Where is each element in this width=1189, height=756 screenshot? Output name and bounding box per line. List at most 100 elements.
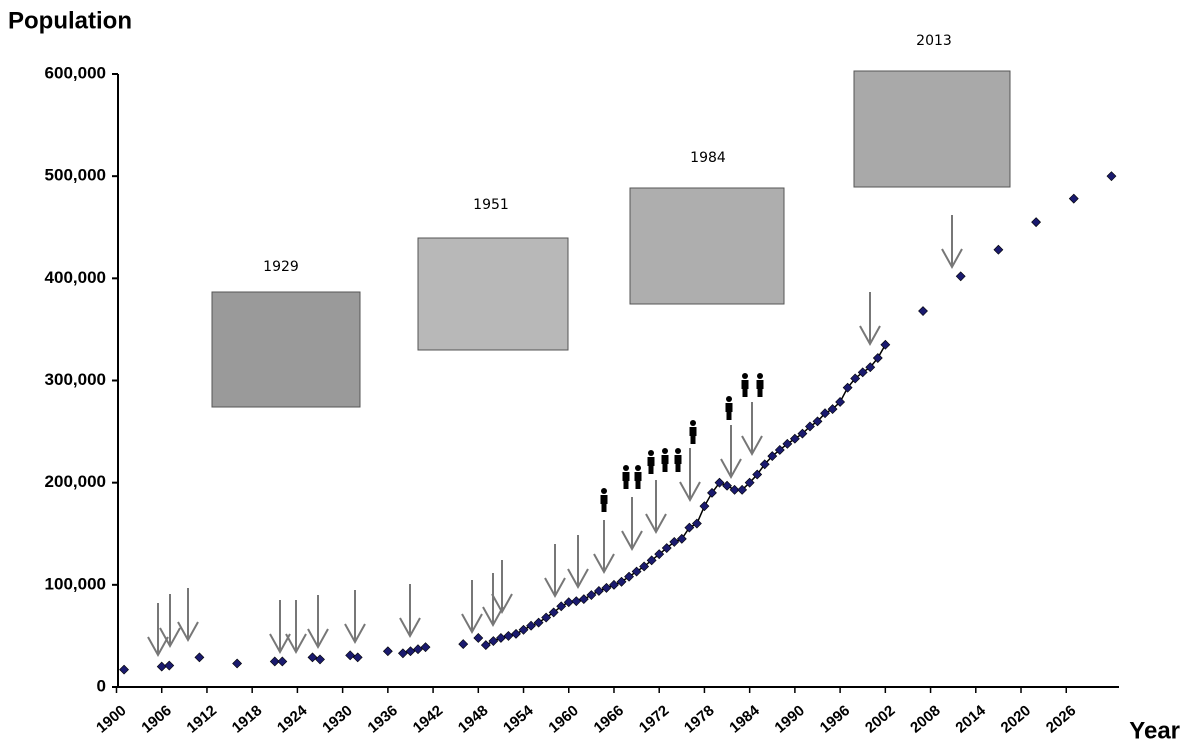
- data-point: [714, 477, 725, 488]
- x-axis-label: Year: [1129, 717, 1180, 744]
- person-head: [726, 396, 732, 402]
- x-tick-label: 2014: [952, 702, 989, 737]
- data-point: [458, 639, 469, 650]
- person-head: [601, 488, 607, 494]
- arrow: [679, 448, 701, 503]
- x-tick-label: 1978: [681, 702, 717, 736]
- data-point: [624, 571, 634, 582]
- y-tick-label: 0: [97, 676, 106, 695]
- person-icon: [725, 396, 733, 420]
- arrow: [399, 584, 421, 639]
- person-legs: [690, 436, 696, 444]
- data-point: [774, 445, 785, 455]
- data-point: [586, 590, 597, 600]
- x-tick-label: 1906: [138, 702, 174, 736]
- data-point: [420, 642, 431, 653]
- data-point: [752, 469, 763, 480]
- data-point: [880, 339, 891, 350]
- data-point: [955, 271, 966, 282]
- data-point: [699, 501, 710, 512]
- data-point: [669, 536, 680, 547]
- data-point: [661, 543, 672, 553]
- photos: [211, 70, 1011, 408]
- arrow: [741, 402, 763, 457]
- person-head: [635, 465, 641, 471]
- data-point: [593, 586, 604, 596]
- data-point: [563, 597, 574, 608]
- data-point: [571, 596, 582, 607]
- y-tick-label: 500,000: [45, 166, 106, 185]
- arrow: [645, 480, 667, 535]
- photo: [853, 70, 1011, 188]
- person-icon: [674, 448, 682, 472]
- data-point: [639, 561, 650, 572]
- data-point: [518, 624, 529, 635]
- person-body: [661, 455, 669, 464]
- data-point: [269, 656, 280, 667]
- person-body: [634, 472, 642, 481]
- arrow: [491, 560, 513, 615]
- x-tick-label: 1972: [636, 702, 672, 736]
- x-tick-label: 1900: [93, 702, 129, 736]
- y-tick-label: 100,000: [45, 574, 106, 593]
- person-legs: [757, 389, 763, 397]
- data-point: [307, 652, 318, 663]
- data-point: [835, 397, 846, 407]
- person-head: [757, 373, 763, 379]
- arrow: [269, 600, 291, 655]
- person-body: [600, 495, 608, 504]
- x-tick-label: 1948: [455, 702, 491, 736]
- x-tick-label: 1942: [410, 702, 446, 736]
- trend-line: [485, 344, 886, 646]
- x-tick-label: 1912: [184, 702, 220, 736]
- person-body: [674, 455, 682, 464]
- person-legs: [742, 389, 748, 397]
- person-body: [725, 403, 733, 412]
- data-point: [556, 601, 567, 612]
- person-legs: [675, 464, 681, 472]
- data-point: [601, 582, 612, 593]
- x-tick-label: 1966: [591, 702, 627, 736]
- data-point: [480, 640, 491, 651]
- person-head: [662, 448, 668, 454]
- y-tick-label: 400,000: [45, 268, 106, 287]
- person-body: [622, 472, 630, 481]
- person-legs: [726, 412, 732, 420]
- person-body: [689, 427, 697, 436]
- x-tick-label: 1930: [319, 702, 355, 736]
- data-point: [805, 421, 815, 432]
- person-icon: [756, 373, 764, 397]
- x-tick-label: 2020: [998, 702, 1034, 736]
- data-point: [398, 648, 408, 659]
- data-point: [495, 633, 506, 643]
- person-legs: [623, 481, 629, 489]
- arrow: [544, 544, 566, 599]
- data-point: [609, 579, 619, 590]
- y-tick-label: 300,000: [45, 370, 106, 389]
- data-point: [405, 646, 416, 657]
- person-body: [741, 380, 749, 389]
- data-point: [194, 652, 205, 663]
- x-tick-label: 1960: [545, 702, 581, 736]
- data-point: [1106, 171, 1117, 182]
- person-icon: [634, 465, 642, 489]
- data-point: [232, 658, 243, 669]
- data-point: [526, 620, 536, 631]
- arrow: [177, 588, 199, 643]
- x-tick-label: 1996: [817, 702, 853, 736]
- data-point: [1031, 217, 1042, 228]
- photo: [629, 187, 785, 305]
- data-point: [782, 438, 793, 449]
- person-icon: [622, 465, 630, 489]
- data-point: [812, 416, 823, 427]
- x-tick-label: 2008: [907, 702, 943, 736]
- x-tick-label: 1936: [364, 702, 400, 736]
- y-tick-label: 600,000: [45, 63, 106, 82]
- person-legs: [601, 504, 607, 512]
- data-point: [616, 576, 627, 587]
- person-icon: [689, 420, 697, 444]
- data-point: [707, 487, 717, 498]
- data-point: [820, 408, 830, 419]
- data-point: [548, 607, 559, 618]
